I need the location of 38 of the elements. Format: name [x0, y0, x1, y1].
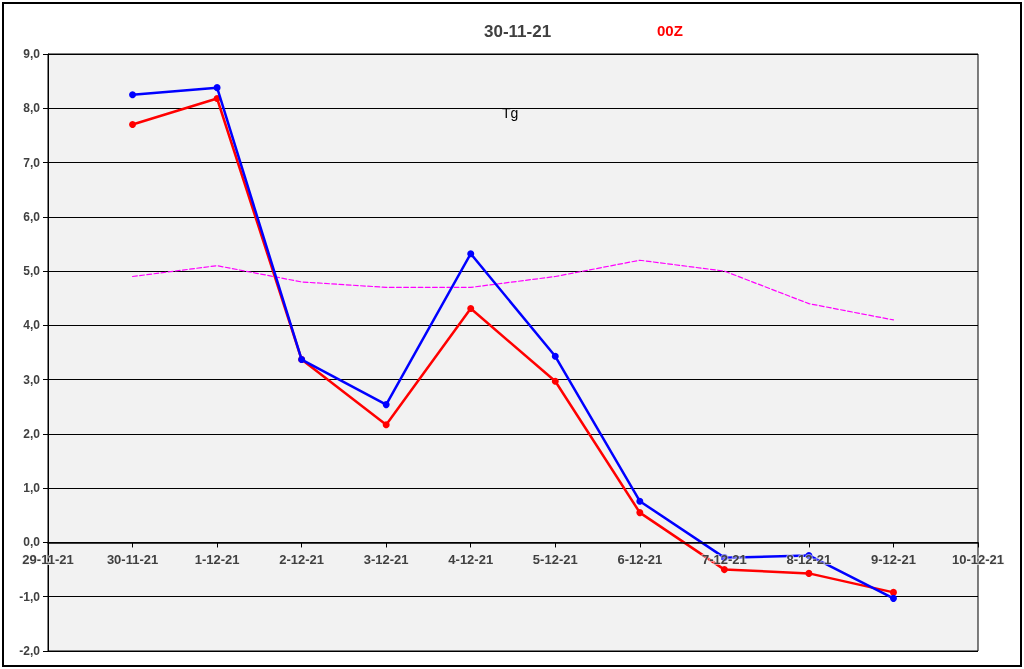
- x-tick-label: 2-12-21: [279, 552, 325, 568]
- point: [213, 84, 221, 92]
- x-tick-label: 9-12-21: [871, 552, 916, 568]
- chart-title: 30-11-21: [484, 22, 552, 41]
- point: [889, 594, 897, 602]
- x-tick-label: 30-11-21: [106, 552, 159, 568]
- line-series: [131, 259, 895, 321]
- y-tick-label: 1,0: [23, 481, 41, 496]
- point: [129, 121, 137, 129]
- chart-subtitle: 00Z: [657, 22, 683, 39]
- x-tick-label: 1-12-21: [194, 552, 240, 568]
- point: [382, 401, 390, 409]
- point: [805, 569, 813, 577]
- y-tick-label: 7,0: [23, 155, 41, 170]
- x-tick-label: 4-12-21: [448, 552, 494, 568]
- point: [467, 305, 475, 313]
- point: [720, 566, 728, 574]
- y-tick-label: -2,0: [19, 644, 41, 658]
- y-tick-label: 0,0: [23, 535, 41, 550]
- x-tick-label: 5-12-21: [532, 552, 578, 568]
- y-tick-label: 8,0: [23, 101, 41, 116]
- y-tick-label: 4,0: [23, 318, 41, 333]
- y-tick-label: 3,0: [23, 372, 41, 387]
- point: [551, 377, 559, 385]
- y-tick-label: 6,0: [23, 209, 41, 224]
- point: [889, 588, 897, 596]
- y-tick-label: 5,0: [23, 264, 41, 279]
- x-tick-label: 3-12-21: [363, 552, 409, 568]
- y-tick-label: -1,0: [19, 589, 41, 604]
- point: [382, 421, 390, 429]
- point: [467, 250, 475, 258]
- point: [129, 91, 137, 99]
- x-tick-label: 6-12-21: [617, 552, 663, 568]
- point: [636, 509, 644, 517]
- y-tick-label: 2,0: [23, 426, 41, 441]
- y-tick-label: 9,0: [23, 47, 41, 61]
- point: [551, 352, 559, 360]
- point: [636, 497, 644, 505]
